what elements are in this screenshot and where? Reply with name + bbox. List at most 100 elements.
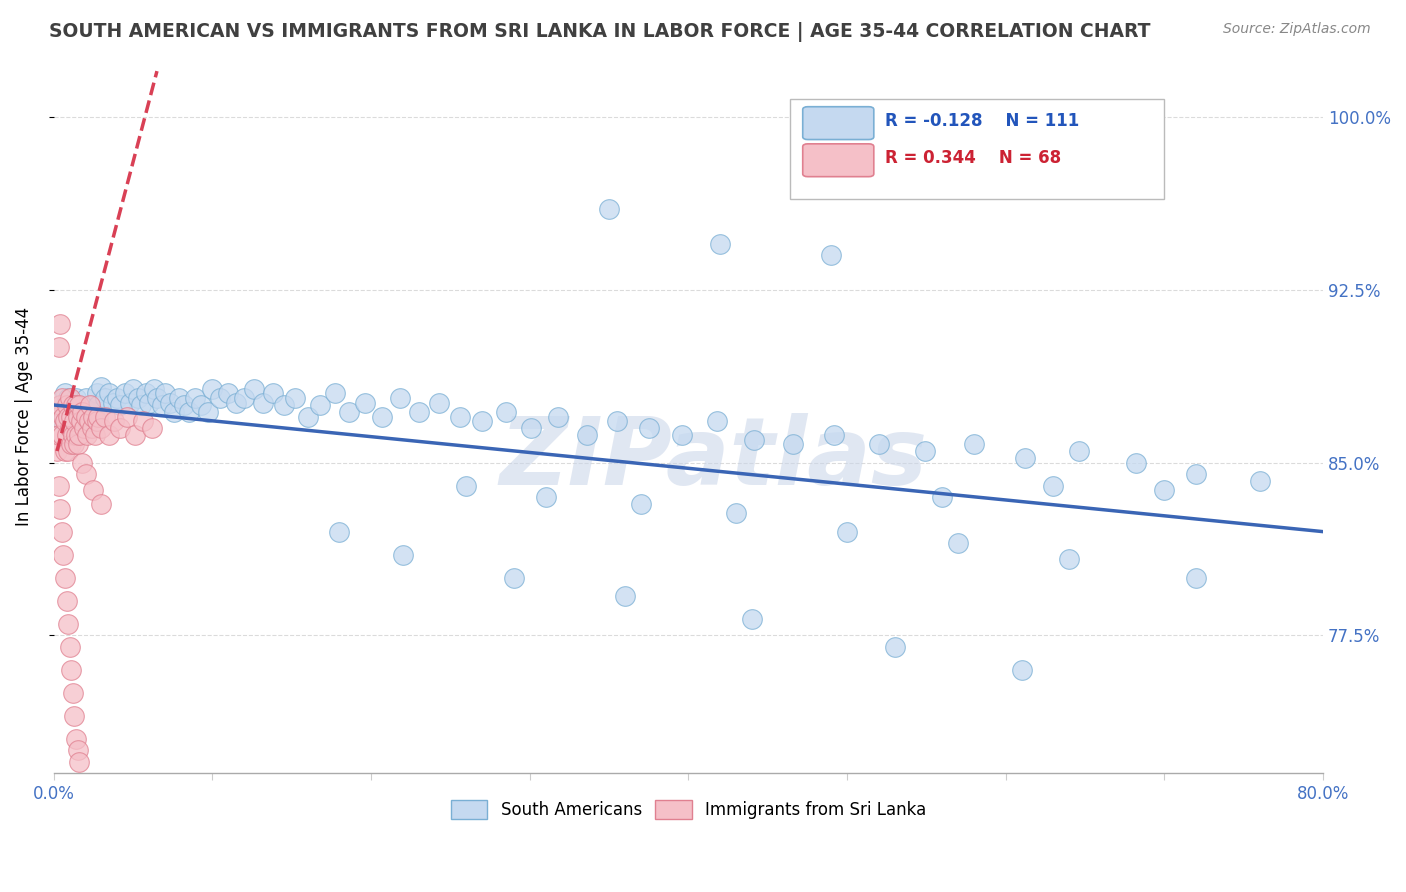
Point [449,409,471,424]
Point [83,398,105,412]
Point [471,414,494,428]
Point [110,398,132,412]
Point [53,571,76,585]
Point [948,536,970,550]
Point [614,589,637,603]
Point [392,548,415,562]
Point [67,755,90,769]
Point [76,421,98,435]
Point [86,414,108,428]
Point [51,428,73,442]
Point [197,405,219,419]
Point [46,444,69,458]
Point [709,236,731,251]
Point [456,478,478,492]
Point [49,501,72,516]
Point [65,428,87,442]
Point [963,437,986,451]
Point [67,398,90,412]
Point [87,398,110,412]
Point [1125,456,1147,470]
Text: ZIPatlas: ZIPatlas [499,413,928,506]
Point [72,456,94,470]
Point [76,428,98,442]
Point [55,421,77,435]
Point [84,428,107,442]
Point [262,386,284,401]
Point [62,398,84,412]
Point [1185,571,1208,585]
Point [353,395,375,409]
Point [328,524,350,539]
Point [56,409,79,424]
Point [90,497,112,511]
Point [66,409,89,424]
Point [63,709,86,723]
Point [87,409,110,424]
Point [122,382,145,396]
Point [163,405,186,419]
Point [146,391,169,405]
Point [63,437,86,451]
Point [73,421,96,435]
Point [52,414,75,428]
Point [55,398,77,412]
Point [337,405,360,419]
Point [1067,444,1090,458]
Point [53,414,76,428]
Point [55,593,77,607]
Point [129,398,152,412]
Point [429,395,451,409]
Point [741,612,763,626]
Point [62,428,84,442]
Point [503,571,526,585]
Point [225,395,247,409]
Point [837,524,859,539]
Point [77,405,100,419]
Point [1249,474,1271,488]
Point [273,398,295,412]
Point [671,428,693,442]
Point [49,398,72,412]
Point [1153,483,1175,498]
Point [59,405,82,419]
Point [297,409,319,424]
Point [77,414,100,428]
Point [284,391,307,405]
Point [60,409,83,424]
Point [408,405,430,419]
Point [59,640,82,654]
Point [167,391,190,405]
Point [1185,467,1208,481]
Point [105,391,128,405]
Point [93,391,115,405]
Point [131,414,153,428]
Y-axis label: In Labor Force | Age 35-44: In Labor Force | Age 35-44 [15,307,32,526]
Text: R = -0.128    N = 111: R = -0.128 N = 111 [886,112,1080,130]
Point [49,318,72,332]
Point [67,428,90,442]
Point [67,398,90,412]
Point [142,382,165,396]
Point [66,743,89,757]
Point [48,428,70,442]
Point [86,386,108,401]
Point [637,421,659,435]
Text: Source: ZipAtlas.com: Source: ZipAtlas.com [1223,22,1371,37]
Point [115,409,138,424]
Text: SOUTH AMERICAN VS IMMIGRANTS FROM SRI LANKA IN LABOR FORCE | AGE 35-44 CORRELATI: SOUTH AMERICAN VS IMMIGRANTS FROM SRI LA… [49,22,1150,42]
FancyBboxPatch shape [803,144,873,177]
Point [547,409,569,424]
Point [820,248,842,262]
Point [159,395,181,409]
Point [48,341,70,355]
Point [141,421,163,435]
Point [725,506,748,520]
Point [1042,478,1064,492]
Point [371,409,394,424]
Point [135,386,157,401]
Point [93,409,115,424]
Point [127,391,149,405]
Point [883,640,905,654]
Point [323,386,346,401]
